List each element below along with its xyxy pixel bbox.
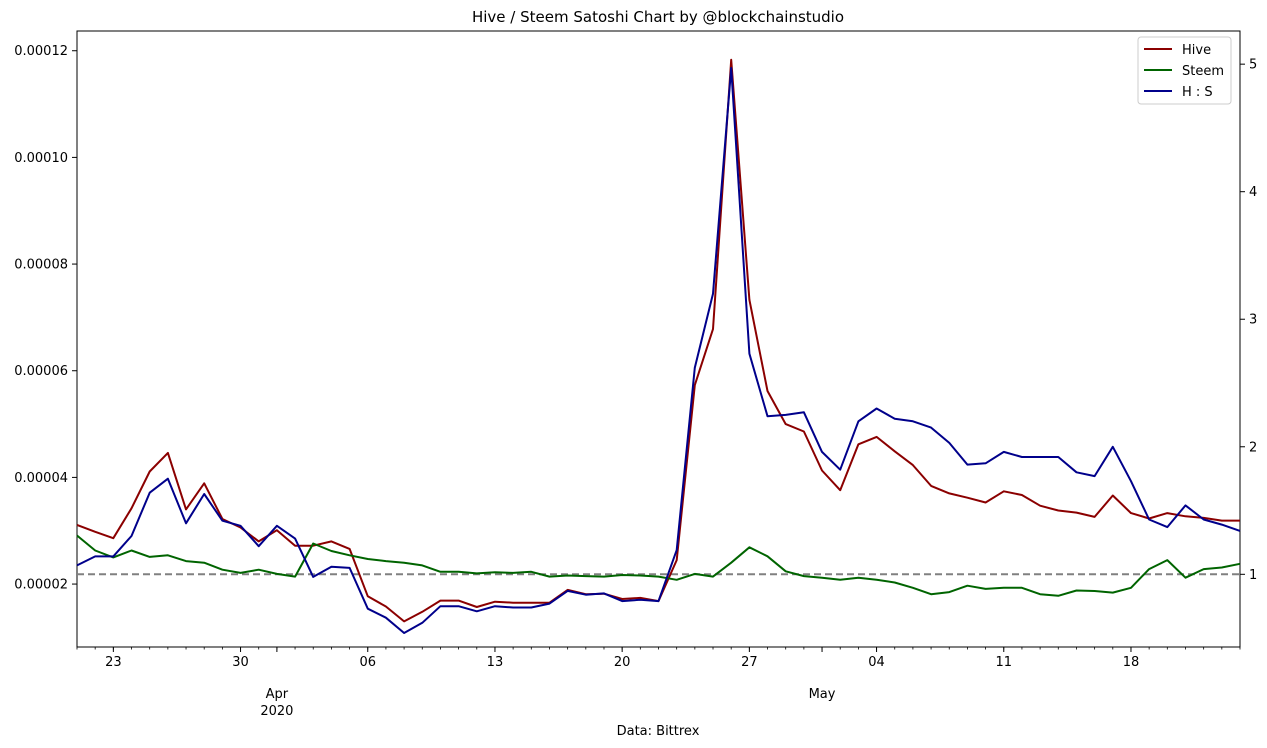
- x-tick-label: 13: [487, 655, 504, 670]
- legend-box: [1137, 36, 1232, 105]
- left-y-tick-label: 0.00004: [14, 471, 68, 486]
- left-y-tick-label: 0.00008: [14, 258, 68, 273]
- plot-frame: [76, 30, 1241, 648]
- x-tick-label: 18: [1123, 655, 1140, 670]
- right-y-tick-label: 3: [1249, 313, 1257, 328]
- left-y-tick-label: 0.00002: [14, 578, 68, 593]
- x-tick-label: 30: [232, 655, 249, 670]
- left-y-tick-label: 0.00006: [14, 364, 68, 379]
- x-month-label: May: [809, 687, 836, 702]
- legend: Hive Steem H : S: [1137, 36, 1232, 105]
- legend-label: Hive: [1182, 43, 1211, 58]
- x-month-label: Apr: [266, 687, 289, 702]
- x-year-label: 2020: [260, 704, 293, 719]
- x-tick-label: 23: [105, 655, 122, 670]
- right-y-axis: 1 2 3 4 5: [1240, 58, 1257, 583]
- x-tick-label: 06: [359, 655, 376, 670]
- series-layer: [76, 58, 1241, 634]
- legend-label: H : S: [1182, 85, 1213, 100]
- right-y-tick-label: 4: [1249, 185, 1257, 200]
- left-y-axis: 0.00002 0.00004 0.00006 0.00008 0.00010 0.000…: [14, 44, 77, 593]
- right-y-tick-label: 5: [1249, 58, 1257, 73]
- right-y-tick-label: 2: [1249, 440, 1257, 455]
- chart-title: Hive / Steem Satoshi Chart by @blockchai…: [472, 8, 844, 26]
- left-y-tick-label: 0.00012: [14, 44, 68, 59]
- x-tick-label: 11: [995, 655, 1012, 670]
- x-tick-label: 20: [614, 655, 631, 670]
- series-line-hs-ratio: [76, 67, 1241, 634]
- x-tick-label: 27: [741, 655, 758, 670]
- x-axis: 23 30 06 13 20 27 04 11 18 Apr 2020 May: [76, 647, 1241, 719]
- x-tick-label: 04: [868, 655, 885, 670]
- plot-area: [76, 30, 1241, 648]
- x-axis-label: Data: Bittrex: [617, 724, 700, 739]
- series-line-steem: [76, 534, 1241, 597]
- left-y-tick-label: 0.00010: [14, 151, 68, 166]
- right-y-tick-label: 1: [1249, 568, 1257, 583]
- legend-label: Steem: [1182, 64, 1224, 79]
